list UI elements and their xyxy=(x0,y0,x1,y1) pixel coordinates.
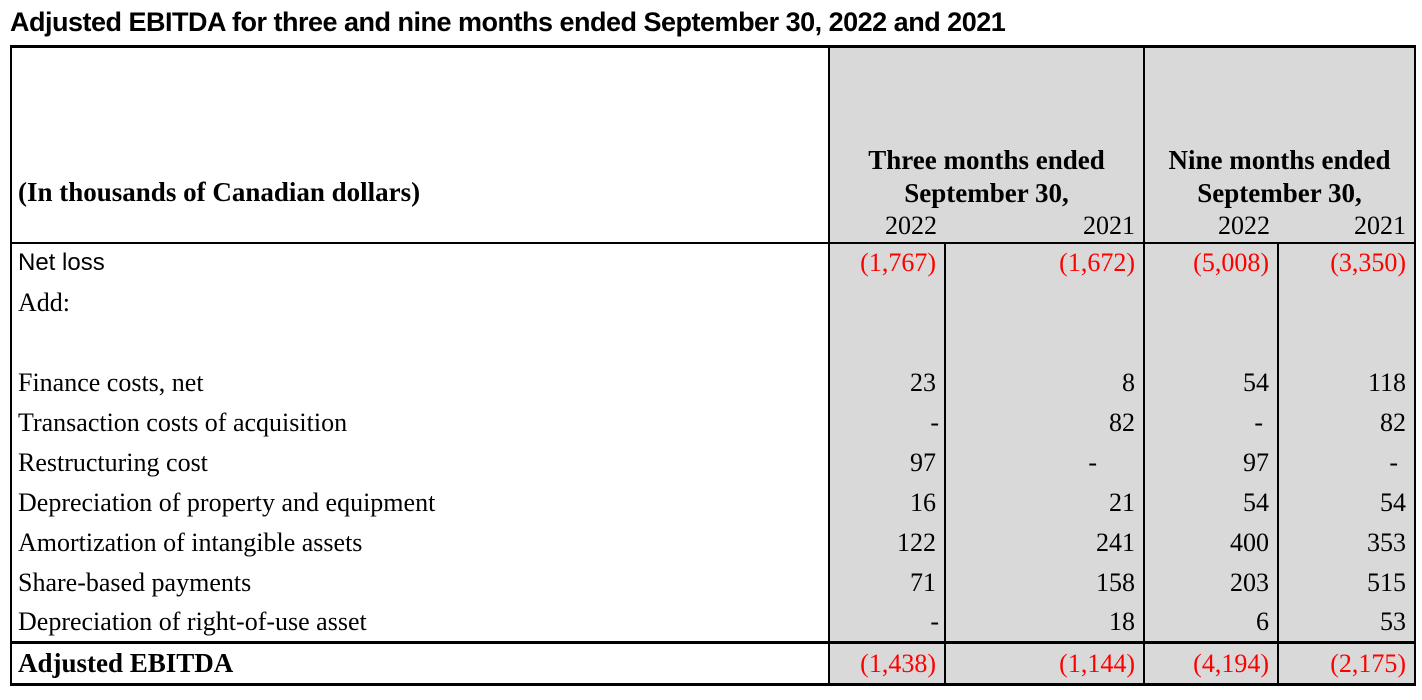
row-label xyxy=(11,322,830,363)
cell-value xyxy=(828,282,945,323)
year-header: 2021 xyxy=(1278,209,1416,244)
cell-value: 97 xyxy=(1143,442,1278,483)
row-label: Transaction costs of acquisition xyxy=(11,402,830,443)
table-row: Finance costs, net 23 8 54 118 xyxy=(11,362,1416,403)
cell-value: (4,194) xyxy=(1143,641,1278,685)
cell-value xyxy=(944,282,1144,323)
table-row: Restructuring cost 97-97- xyxy=(11,442,1416,483)
table-row: Transaction costs of acquisition -82-82 xyxy=(11,402,1416,443)
cell-value: (1,438) xyxy=(828,641,945,685)
row-label: Restructuring cost xyxy=(11,442,830,483)
row-label: Depreciation of right-of-use asset xyxy=(11,602,830,643)
cell-value: 54 xyxy=(1276,482,1416,523)
cell-value: 8 xyxy=(944,362,1144,403)
row-label: Add: xyxy=(11,282,830,323)
table-row: Depreciation of property and equipment 16… xyxy=(11,482,1416,523)
cell-value: (3,350) xyxy=(1276,242,1416,283)
cell-value: 54 xyxy=(1143,482,1278,523)
cell-value: - xyxy=(1143,402,1278,443)
year-header-row: 2022 2021 2022 2021 xyxy=(11,209,1416,244)
table-row: Depreciation of right-of-use asset -18 6 53 xyxy=(11,602,1416,643)
group-header-three-months: Three months ended September 30, xyxy=(829,46,1144,210)
cell-value: 21 xyxy=(944,482,1144,523)
cell-value xyxy=(828,322,945,363)
row-label: Depreciation of property and equipment xyxy=(11,482,830,523)
cell-value: 6 xyxy=(1143,602,1278,643)
cell-value xyxy=(1143,322,1278,363)
cell-value: 54 xyxy=(1143,362,1278,403)
total-row: Adjusted EBITDA (1,438) (1,144) (4,194) (2,1… xyxy=(11,641,1416,685)
cell-value: 158 xyxy=(944,562,1144,603)
cell-value: - xyxy=(1276,442,1416,483)
adjusted-ebitda-table: (In thousands of Canadian dollars) Three… xyxy=(10,45,1417,686)
cell-value: - xyxy=(944,442,1144,483)
group-header-row: (In thousands of Canadian dollars) Three… xyxy=(11,46,1416,244)
cell-value: 97 xyxy=(828,442,945,483)
table-row: Net loss (1,767) (1,672) (5,008) (3,350) xyxy=(11,242,1416,283)
cell-value: 353 xyxy=(1276,522,1416,563)
cell-value: 122 xyxy=(828,522,945,563)
cell-value: - xyxy=(828,602,945,643)
cell-value: 515 xyxy=(1276,562,1416,603)
cell-value: 53 xyxy=(1276,602,1416,643)
row-label: Amortization of intangible assets xyxy=(11,522,830,563)
cell-value: 400 xyxy=(1143,522,1278,563)
cell-value: 241 xyxy=(944,522,1144,563)
table-row: Add: xyxy=(11,282,1416,323)
group-header-line1: Three months ended xyxy=(868,144,1105,175)
year-header: 2022 xyxy=(829,209,945,244)
group-header-line2: September 30, xyxy=(1197,177,1362,208)
group-header-nine-months: Nine months ended September 30, xyxy=(1142,46,1416,210)
cell-value xyxy=(1276,322,1416,363)
units-label: (In thousands of Canadian dollars) xyxy=(11,46,830,244)
year-header: 2021 xyxy=(945,209,1144,244)
spacer-row xyxy=(11,322,1416,363)
cell-value: (2,175) xyxy=(1276,641,1416,685)
cell-value: - xyxy=(828,402,945,443)
group-header-line2: September 30, xyxy=(904,177,1069,208)
cell-value: 203 xyxy=(1143,562,1278,603)
cell-value xyxy=(1143,282,1278,323)
row-label: Share-based payments xyxy=(11,562,830,603)
cell-value: 71 xyxy=(828,562,945,603)
cell-value: (1,144) xyxy=(944,641,1144,685)
row-label: Net loss xyxy=(11,242,830,283)
cell-value: 18 xyxy=(944,602,1144,643)
row-label: Adjusted EBITDA xyxy=(11,641,830,685)
cell-value: (1,672) xyxy=(944,242,1144,283)
row-label: Finance costs, net xyxy=(11,362,830,403)
cell-value: 82 xyxy=(944,402,1144,443)
cell-value xyxy=(944,322,1144,363)
cell-value: (5,008) xyxy=(1143,242,1278,283)
cell-value: 16 xyxy=(828,482,945,523)
table-row: Amortization of intangible assets 122 241 4… xyxy=(11,522,1416,563)
cell-value: (1,767) xyxy=(828,242,945,283)
cell-value: 82 xyxy=(1276,402,1416,443)
page-title: Adjusted EBITDA for three and nine month… xyxy=(10,7,1006,37)
group-header-line1: Nine months ended xyxy=(1168,144,1391,175)
table-row: Share-based payments 71 158 203 515 xyxy=(11,562,1416,603)
year-header: 2022 xyxy=(1143,209,1278,244)
cell-value: 118 xyxy=(1276,362,1416,403)
cell-value xyxy=(1276,282,1416,323)
cell-value: 23 xyxy=(828,362,945,403)
table-body: Net loss (1,767) (1,672) (5,008) (3,350) Add:… xyxy=(11,242,1416,685)
